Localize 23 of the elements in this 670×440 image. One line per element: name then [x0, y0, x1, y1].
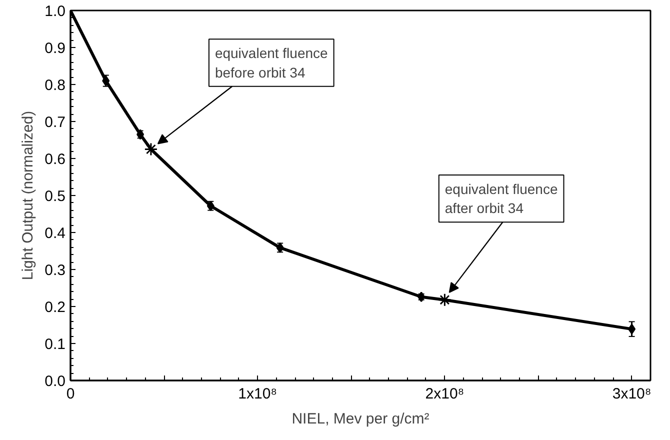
y-tick-label: 0.5	[44, 188, 66, 205]
x-axis-title: NIEL, Mev per g/cm²	[292, 410, 430, 428]
y-tick-label: 0.3	[44, 262, 66, 279]
x-tick-label: 0	[66, 386, 75, 402]
y-tick-label: 0.2	[44, 299, 66, 316]
point	[438, 293, 452, 307]
point	[628, 324, 636, 334]
y-tick-label: 0.0	[44, 373, 66, 390]
point	[144, 142, 158, 156]
point	[418, 292, 426, 302]
y-tick-label: 0.4	[44, 225, 66, 242]
y-tick-label: 1.0	[44, 3, 66, 20]
y-tick-label: 0.7	[44, 114, 66, 131]
x-tick-label: 1x10⁸	[238, 386, 278, 402]
y-tick-label: 0.1	[44, 336, 66, 353]
y-tick-label: 0.9	[44, 40, 66, 57]
annotation: equivalent fluence before orbit 34	[214, 45, 328, 80]
y-tick-label: 0.8	[44, 77, 66, 94]
x-tick-label: 3x10⁸	[612, 386, 652, 402]
y-axis-title: Light Output (normalized)	[20, 110, 37, 280]
x-tick-label: 2x10⁸	[425, 386, 464, 402]
annotation: equivalent fluence after orbit 34	[444, 180, 558, 216]
y-tick-label: 0.6	[44, 151, 66, 168]
